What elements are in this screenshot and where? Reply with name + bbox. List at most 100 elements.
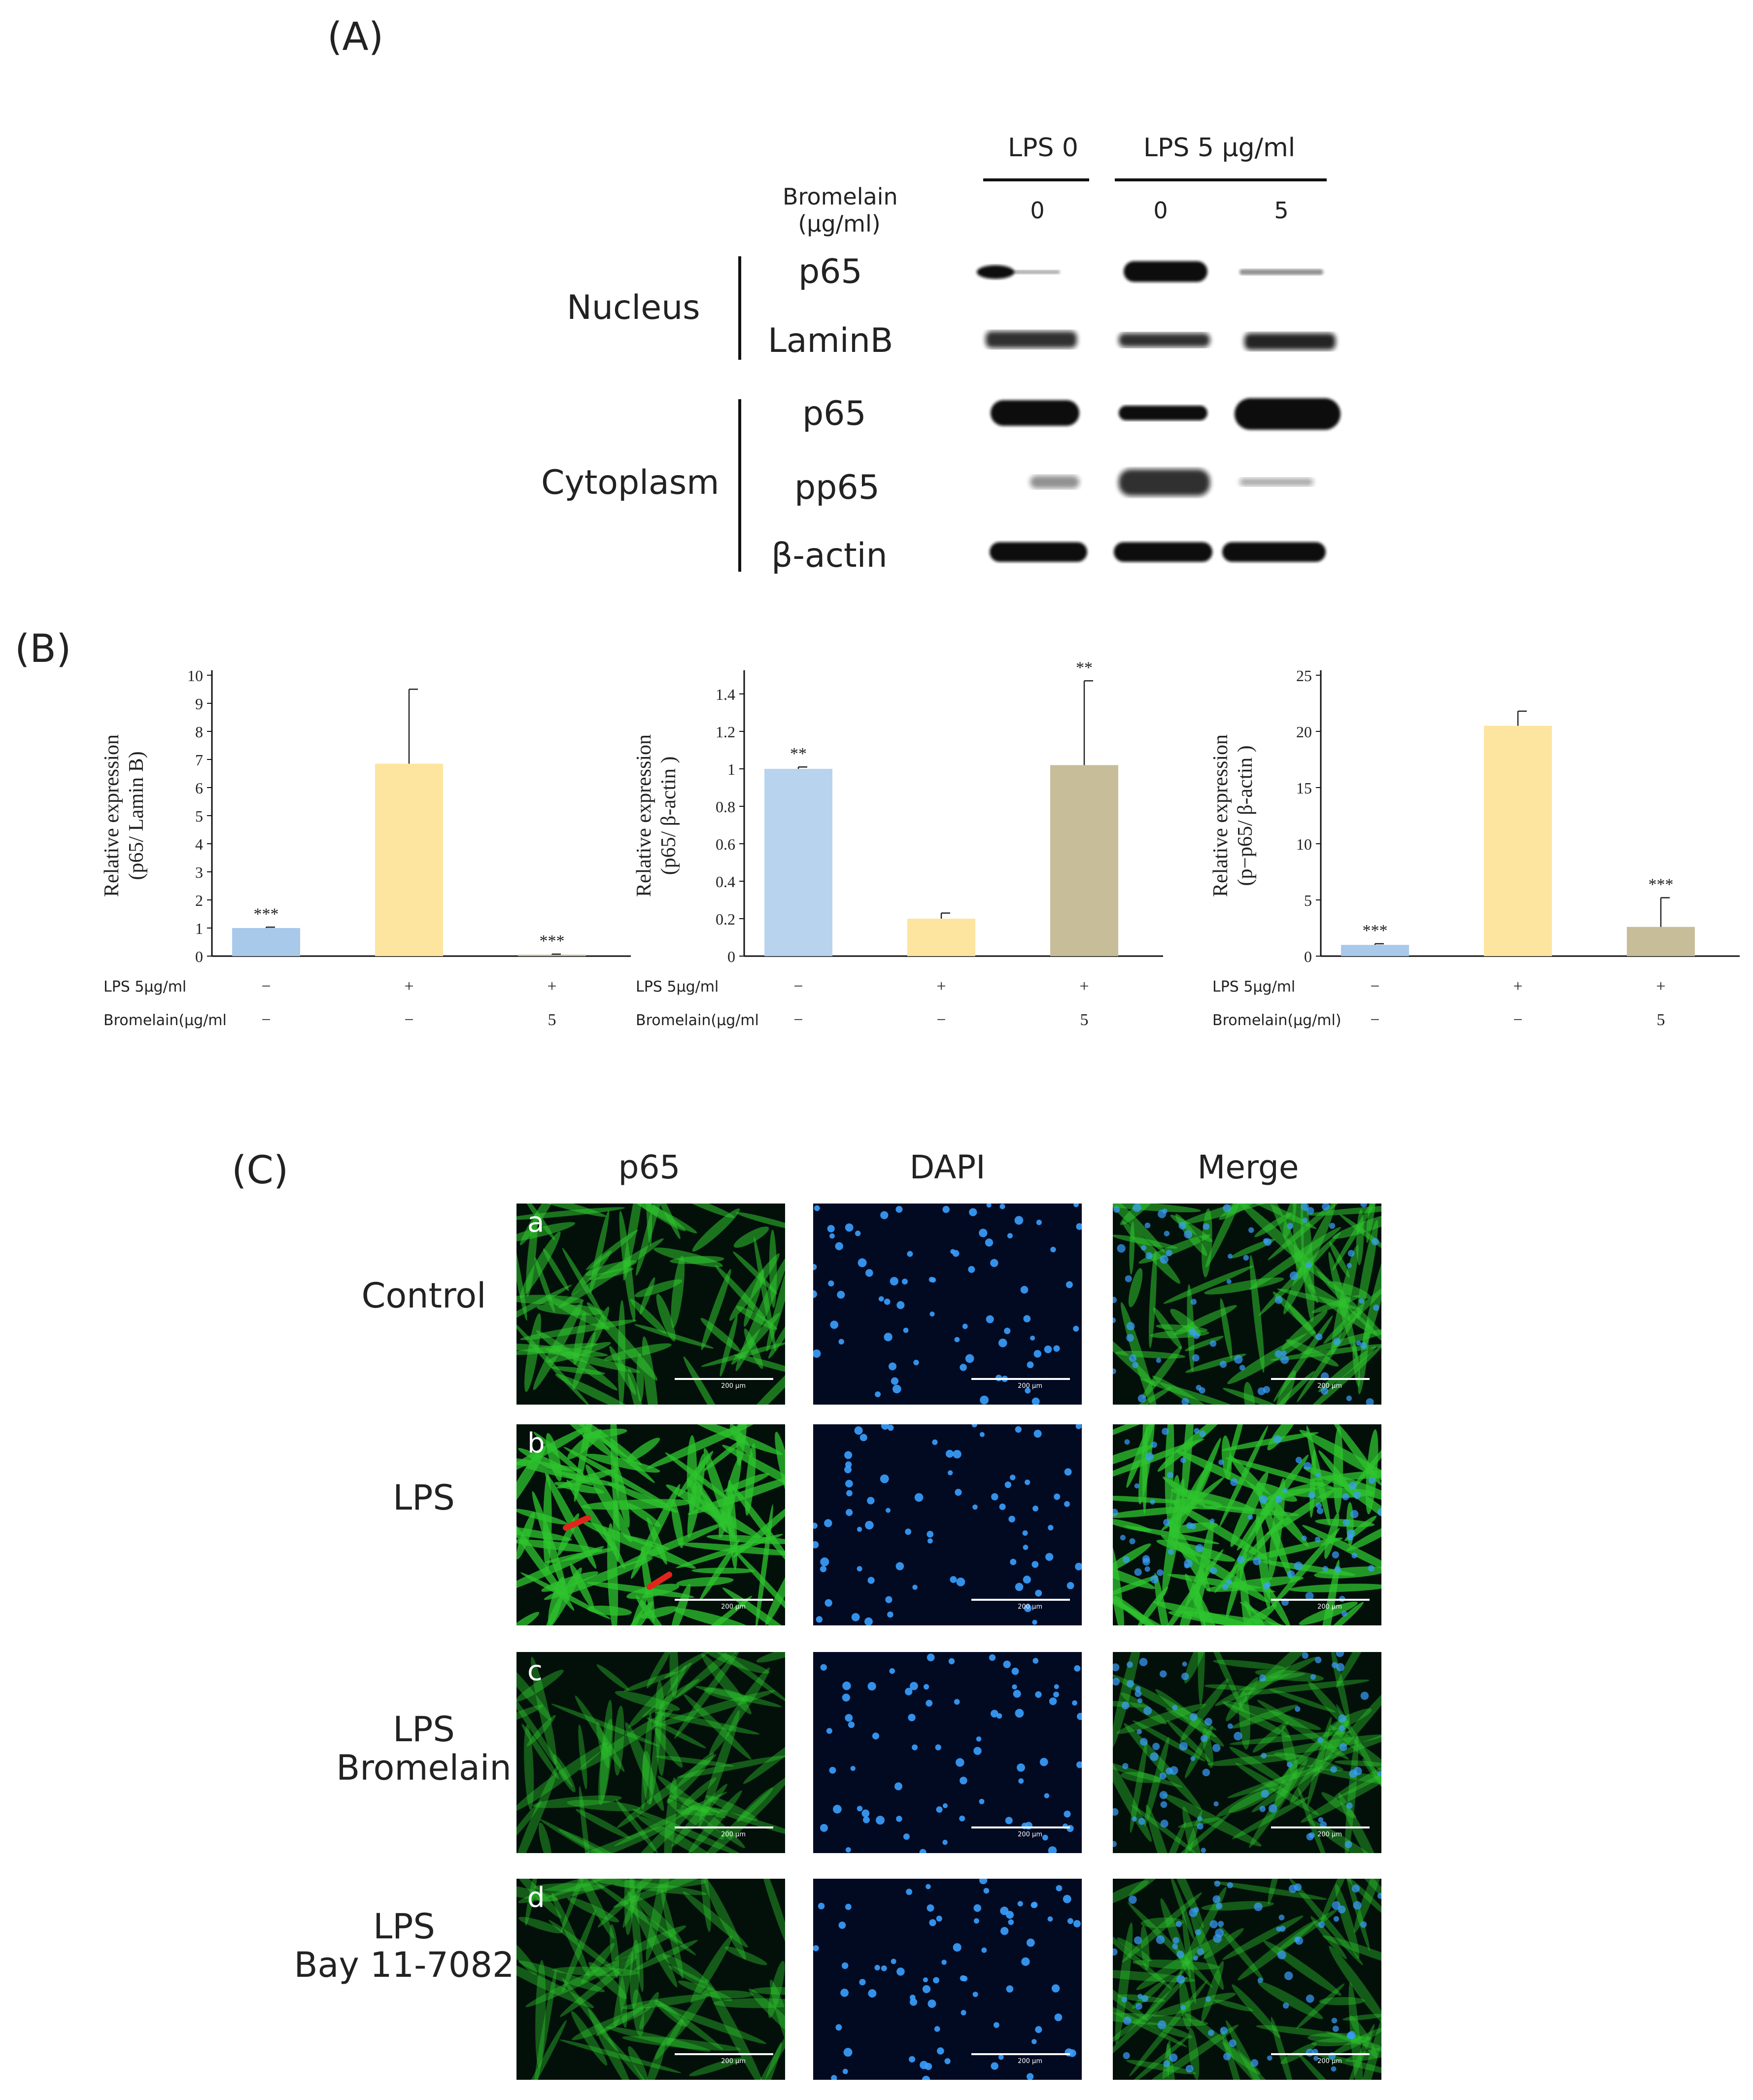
nucleus-dot [905, 1687, 913, 1695]
cell-shape [1156, 1540, 1236, 1562]
cell-shape [1113, 1204, 1165, 1253]
bar-1 [232, 928, 300, 956]
cell-shape [1152, 1993, 1236, 2017]
nucleus-dot [1274, 1296, 1283, 1304]
cell-shape [626, 1204, 697, 1234]
row-label-bromelain: Bromelain(μg/ml) [1212, 1012, 1341, 1029]
y-axis-label-line: Relative expression [633, 734, 655, 897]
nucleus-dot [999, 1204, 1005, 1209]
cell-shape [1229, 1746, 1288, 1786]
cell-shape [670, 1795, 726, 1818]
nucleus-dot [1202, 1768, 1210, 1777]
cell-shape [588, 1962, 627, 1999]
nucleus-dot [1113, 1841, 1117, 1847]
bar-chart-2-svg: 0 0.2 0.4 0.6 0.8 1 1.2 1.4 Relative expression(… [633, 658, 1163, 1029]
nucleus-dot [1172, 1705, 1178, 1711]
nucleus-dot [1346, 2031, 1354, 2039]
micrograph-background [516, 1879, 785, 2080]
nucleus-dot [1168, 1549, 1174, 1555]
cell-shape [1301, 1762, 1381, 1823]
nucleus-dot [1332, 1551, 1340, 1559]
nucleus-dot [1351, 1552, 1357, 1558]
cell-shape [641, 1712, 652, 1810]
nucleus-dot [845, 1714, 853, 1722]
nucleus-dot [824, 1519, 832, 1527]
nucleus-dot [952, 1250, 960, 1257]
cell-shape [1185, 1353, 1246, 1373]
bar-1 [764, 769, 832, 956]
cell-shape [516, 1742, 609, 1812]
nucleus-dot [1318, 1921, 1325, 1928]
nucleus-dot [1234, 1355, 1243, 1364]
cell-shape [1121, 1302, 1158, 1405]
nucleus-dot [1220, 2027, 1228, 2035]
cell-shape [1335, 1884, 1360, 1959]
cell-shape [1163, 1879, 1204, 1928]
nucleus-dot [1209, 1920, 1218, 1928]
cell-shape [723, 1473, 770, 1492]
nucleus-dot [1172, 1943, 1178, 1950]
cell-shape [1259, 1673, 1306, 1682]
cell-shape [655, 1680, 666, 1776]
nucleus-dot [1000, 1906, 1009, 1915]
nucleus-dot [1197, 1823, 1203, 1830]
nucleus-dot [1018, 1778, 1024, 1784]
cell-shape [1352, 1342, 1360, 1387]
nucleus-dot [1036, 1219, 1042, 1225]
cell-shape [1312, 2052, 1381, 2078]
nucleus-dot [985, 1239, 994, 1247]
cell-shape [516, 1683, 573, 1788]
nucleus-dot [1021, 1957, 1030, 1966]
micrograph-background [813, 1652, 1082, 1853]
cell-shape [701, 1653, 752, 1715]
cell-shape [1121, 1692, 1167, 1724]
band-actin-3 [1222, 542, 1326, 562]
nucleus-dot [1066, 1582, 1074, 1589]
lps-value-3: + [1079, 977, 1089, 996]
nucleus-dot [1349, 1481, 1357, 1490]
lps-value-2: + [936, 977, 946, 996]
nucleus-dot [981, 1947, 987, 1953]
cell-shape [543, 1424, 615, 1458]
nucleus-dot [1304, 1462, 1311, 1470]
cell-shape [1255, 1669, 1324, 1682]
cell-shape [516, 1704, 544, 1726]
cell-shape [561, 1910, 596, 1993]
scale-bar-label: 200 μm [1317, 1382, 1342, 1390]
cell-shape [545, 1472, 597, 1569]
nucleus-dot [885, 1508, 891, 1513]
nucleus-dot [1302, 1652, 1309, 1659]
nucleus-dot [1169, 1766, 1178, 1775]
cell-shape [649, 1700, 662, 1805]
cell-shape [1275, 1370, 1296, 1405]
band-actin-1 [990, 542, 1087, 562]
panel-label-a: (A) [327, 15, 384, 59]
cell-shape [544, 1557, 653, 1600]
column-header-dapi: DAPI [909, 1148, 986, 1186]
cell-shape [1226, 1677, 1259, 1721]
cell-shape [1113, 1969, 1196, 1983]
nucleus-dot [1137, 1698, 1143, 1704]
nucleus-dot [923, 1977, 928, 1983]
bar-3 [518, 955, 586, 956]
nucleus-dot [1004, 1481, 1012, 1488]
nucleus-dot [1075, 1562, 1082, 1571]
cell-shape [766, 1239, 785, 1352]
cell-shape [1192, 1438, 1221, 1503]
micrograph-background [1113, 1879, 1381, 2080]
cell-shape [1227, 1766, 1324, 1798]
cell-shape [1225, 1457, 1337, 1490]
nucleus-dot [895, 1562, 904, 1571]
nucleus-dot [845, 1461, 852, 1468]
nucleus-dot [973, 1918, 979, 1924]
nucleus-dot [1129, 1538, 1135, 1545]
cell-shape [1113, 1541, 1125, 1625]
nucleus-dot [1054, 2013, 1063, 2022]
red-arrow-icon [647, 1572, 672, 1590]
bar-chart-2: 0 0.2 0.4 0.6 0.8 1 1.2 1.4 Relative expression(… [616, 658, 1173, 1050]
cell-shape [1267, 1489, 1335, 1535]
nucleus-dot [876, 1816, 885, 1825]
nucleus-dot [880, 1474, 889, 1483]
y-tick-label: 10 [1296, 835, 1312, 853]
nucleus-dot [1150, 1499, 1155, 1505]
